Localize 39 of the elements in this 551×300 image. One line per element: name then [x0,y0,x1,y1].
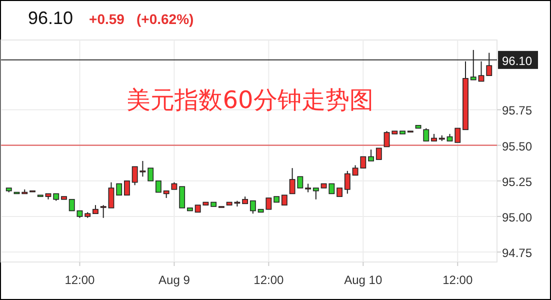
candlestick [148,168,154,182]
candlestick [423,128,430,142]
candlestick [140,160,146,178]
candlestick [312,188,319,200]
candlestick [68,198,75,212]
candlestick [116,183,122,196]
ref-line-label: 96.10 [502,54,532,68]
candlestick [108,182,114,208]
y-tick-label: 95.75 [502,104,532,118]
y-tick-label: 94.75 [502,246,532,260]
text: 美元指数60分钟走势图 [126,86,374,114]
candlestick [478,60,484,82]
y-tick-label: 95.25 [502,174,532,189]
text: 96.10 [28,8,74,28]
candlestick [368,149,374,162]
candlestick [486,52,492,76]
candlestick [384,130,390,148]
candlestick [132,166,138,186]
candlestick [344,170,350,194]
candlestick [124,180,130,196]
candlestick [156,180,162,193]
candlestick [360,156,366,168]
x-tick-label: 12:00 [442,273,473,287]
candlestick [100,204,106,218]
candlestick [281,194,288,206]
candlestick [376,148,382,160]
x-tick-label: Aug 10 [344,273,382,287]
candlestick [454,128,461,143]
y-tick-label: 95.00 [502,210,532,224]
x-tick-label: Aug 9 [158,273,190,287]
candlestick [250,200,256,214]
candlestick [179,186,186,208]
candlestick [470,49,476,80]
x-tick-label: 12:00 [254,273,284,287]
text: +0.59 [89,11,125,27]
text: (+0.62%) [136,11,194,27]
candlestick [352,164,358,176]
y-tick-label: 95.50 [502,139,532,154]
x-tick-label: 12:00 [64,273,96,287]
